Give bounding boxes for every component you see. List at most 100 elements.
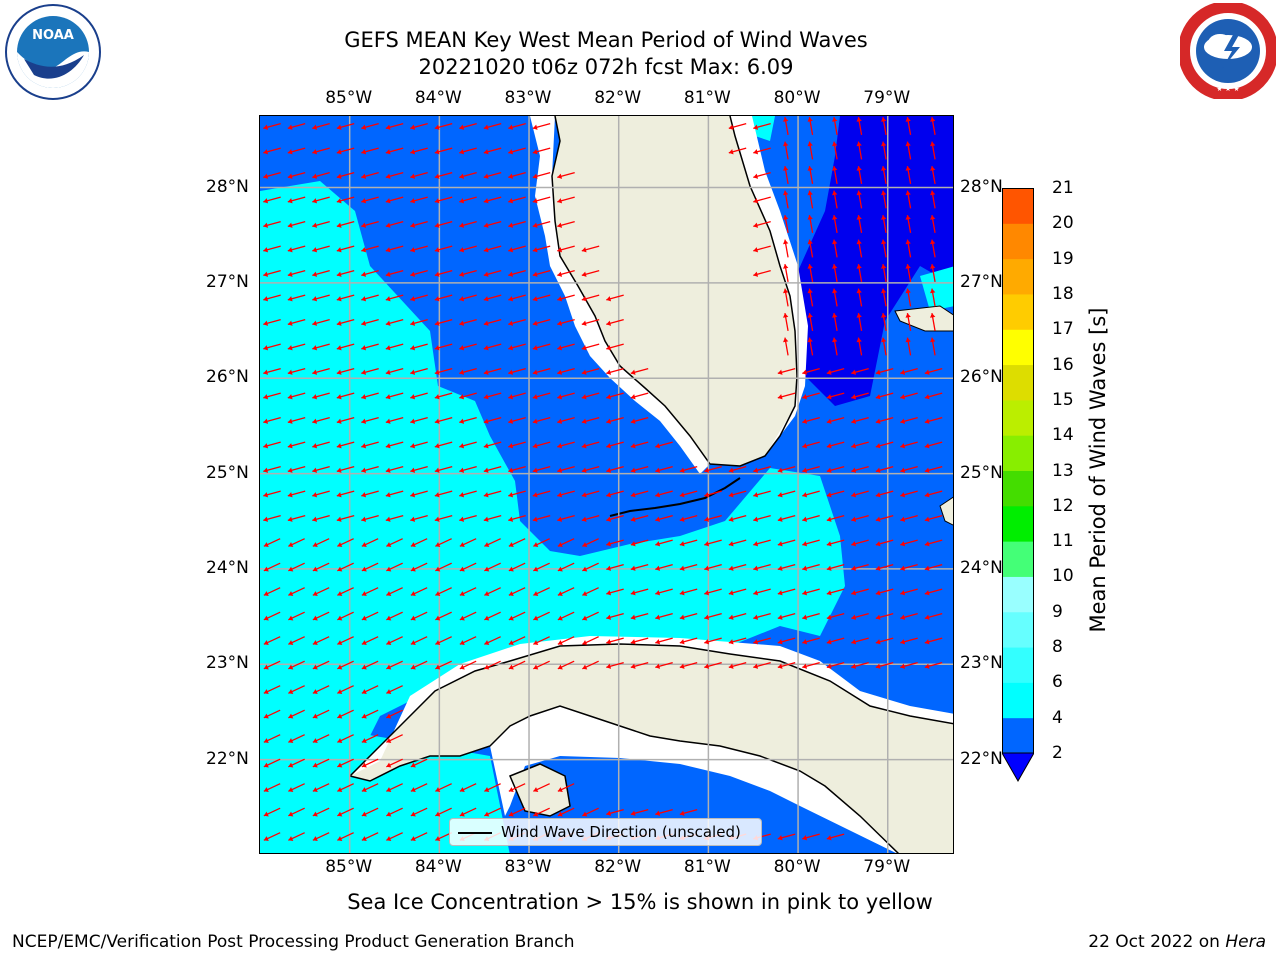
wave-direction-arrow — [459, 123, 477, 130]
wave-direction-arrow — [483, 319, 502, 326]
wave-direction-arrow — [336, 245, 355, 253]
wave-direction-arrow — [783, 288, 789, 307]
wave-direction-arrow — [385, 392, 404, 400]
wave-direction-arrow — [606, 662, 624, 669]
wave-direction-arrow — [532, 147, 551, 155]
wave-direction-arrow — [679, 515, 698, 522]
y-tick-right: 27°N — [960, 271, 1003, 292]
wave-direction-arrow — [802, 662, 820, 669]
wave-direction-arrow — [435, 636, 452, 645]
wave-direction-arrow — [630, 515, 649, 522]
wave-direction-arrow — [826, 539, 845, 547]
wave-direction-arrow — [802, 441, 820, 449]
wave-direction-arrow — [753, 270, 771, 277]
wave-direction-arrow — [312, 417, 330, 424]
wave-direction-arrow — [361, 196, 379, 204]
wave-direction-arrow — [337, 783, 354, 792]
wave-direction-arrow — [336, 392, 355, 400]
wave-direction-arrow — [386, 758, 403, 768]
wave-direction-arrow — [385, 196, 404, 204]
wave-direction-arrow — [881, 190, 887, 209]
wave-direction-arrow — [263, 343, 281, 351]
wave-direction-arrow — [263, 245, 281, 253]
wave-direction-arrow — [312, 441, 330, 449]
wave-direction-arrow — [783, 117, 789, 135]
wave-direction-arrow — [851, 515, 869, 522]
wave-direction-arrow — [728, 539, 747, 547]
footer-host: Hera — [1225, 932, 1266, 952]
wave-direction-arrow — [856, 166, 863, 184]
wave-direction-arrow — [881, 215, 887, 233]
wave-direction-arrow — [679, 613, 698, 620]
wave-direction-arrow — [777, 490, 796, 498]
wave-direction-arrow — [881, 337, 887, 356]
wave-direction-arrow — [557, 245, 575, 253]
wave-direction-arrow — [777, 637, 796, 645]
wave-direction-arrow — [337, 734, 354, 743]
wave-direction-arrow — [361, 660, 379, 670]
wave-direction-arrow — [851, 637, 869, 645]
wave-direction-arrow — [532, 221, 551, 228]
wave-direction-arrow — [288, 832, 305, 841]
wave-direction-arrow — [287, 417, 306, 424]
wave-direction-arrow — [557, 611, 575, 621]
wave-direction-arrow — [753, 172, 771, 179]
wave-direction-arrow — [900, 368, 918, 375]
wave-direction-arrow — [753, 588, 771, 596]
wave-direction-arrow — [459, 392, 477, 400]
x-tick-bottom: 82°W — [594, 857, 642, 877]
colorbar-tick-label: 14 — [1052, 425, 1074, 446]
land-isle-of-youth — [509, 763, 571, 817]
period-region-under-2 — [798, 116, 953, 406]
colorbar-tick-label: 20 — [1052, 213, 1074, 234]
wave-direction-arrow — [287, 368, 306, 375]
wave-direction-arrow — [826, 441, 845, 449]
wave-direction-arrow — [655, 588, 673, 596]
wave-direction-arrow — [630, 539, 649, 547]
wave-direction-arrow — [361, 147, 379, 155]
wave-direction-arrow — [728, 613, 747, 620]
wave-direction-arrow — [263, 490, 281, 498]
wave-direction-arrow — [679, 539, 698, 547]
wave-direction-arrow — [263, 441, 281, 449]
wave-direction-arrow — [704, 466, 722, 473]
colorbar-segment — [1002, 470, 1034, 507]
wave-direction-arrow — [881, 313, 887, 331]
wave-direction-arrow — [900, 539, 918, 547]
wave-direction-arrow — [557, 636, 575, 645]
wave-direction-arrow — [802, 368, 820, 375]
wave-direction-arrow — [361, 538, 379, 547]
wave-direction-arrow — [875, 539, 894, 547]
wave-direction-arrow — [312, 783, 330, 792]
wave-direction-arrow — [287, 196, 306, 204]
wave-direction-arrow — [581, 245, 600, 253]
wave-direction-arrow — [484, 538, 501, 547]
wave-direction-arrow — [336, 343, 355, 351]
wave-direction-arrow — [483, 172, 502, 179]
wave-direction-arrow — [361, 466, 379, 473]
wave-direction-arrow — [435, 611, 452, 621]
wave-direction-arrow — [826, 637, 845, 645]
wave-direction-arrow — [875, 637, 894, 645]
wave-direction-arrow — [361, 685, 379, 694]
wave-direction-arrow — [606, 637, 624, 645]
wave-direction-arrow — [508, 270, 526, 277]
svg-text:★ ★ ★: ★ ★ ★ — [1216, 85, 1239, 93]
wave-direction-arrow — [753, 490, 771, 498]
wave-direction-arrow — [312, 368, 330, 375]
wave-direction-arrow — [459, 196, 477, 204]
wave-direction-arrow — [728, 515, 747, 522]
wave-direction-arrow — [826, 564, 845, 571]
wave-direction-arrow — [655, 564, 673, 571]
wave-direction-arrow — [385, 319, 404, 326]
colorbar-segment — [1002, 611, 1034, 648]
wave-direction-arrow — [336, 417, 355, 424]
wave-direction-arrow — [532, 343, 551, 351]
wave-direction-arrow — [263, 783, 281, 792]
wave-direction-arrow — [287, 245, 306, 253]
wave-direction-arrow — [777, 833, 796, 841]
wave-direction-arrow — [557, 515, 575, 522]
wave-direction-arrow — [484, 636, 501, 645]
wave-direction-arrow — [410, 245, 428, 253]
wave-direction-arrow — [410, 319, 428, 326]
